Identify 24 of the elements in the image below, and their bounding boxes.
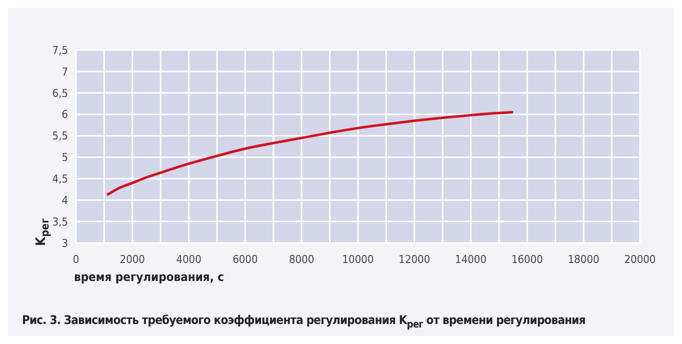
y-tick-label: 7	[62, 65, 68, 78]
y-tick-label: 5	[62, 151, 68, 164]
x-tick-label: 18000	[568, 253, 600, 266]
x-tick-label: 0	[72, 253, 80, 266]
x-tick-label: 10000	[342, 253, 374, 266]
y-tick-label: 3	[62, 236, 68, 250]
x-tick-label: 4000	[176, 253, 202, 266]
y-tick-label: 6,5	[52, 86, 68, 100]
y-tick-label: 6	[62, 108, 68, 122]
text: Рис. 3. Зависимость требуемого коэффициента регулирования K$_{рег}$ от времени регулирования	[22, 313, 586, 330]
x-tick-label: 20000	[624, 253, 656, 266]
x-tick-label: 6000	[232, 253, 258, 266]
x-tick-label: 2000	[120, 253, 145, 266]
y-tick-label: 4	[62, 194, 68, 208]
y-tick-label: 4,5	[52, 172, 68, 186]
line-series	[106, 110, 514, 196]
y-tick-label: 3,5	[52, 215, 68, 228]
x-tick-label: 8000	[289, 253, 314, 266]
x-axis-title: время регулирования, с	[74, 270, 224, 284]
x-tick-label: 16000	[511, 253, 543, 266]
y-tick-label: 5,5	[52, 130, 68, 143]
y-tick-label: 7,5	[52, 44, 68, 57]
x-tick-label: 14000	[455, 253, 487, 266]
x-tick-label: 12000	[398, 253, 430, 266]
